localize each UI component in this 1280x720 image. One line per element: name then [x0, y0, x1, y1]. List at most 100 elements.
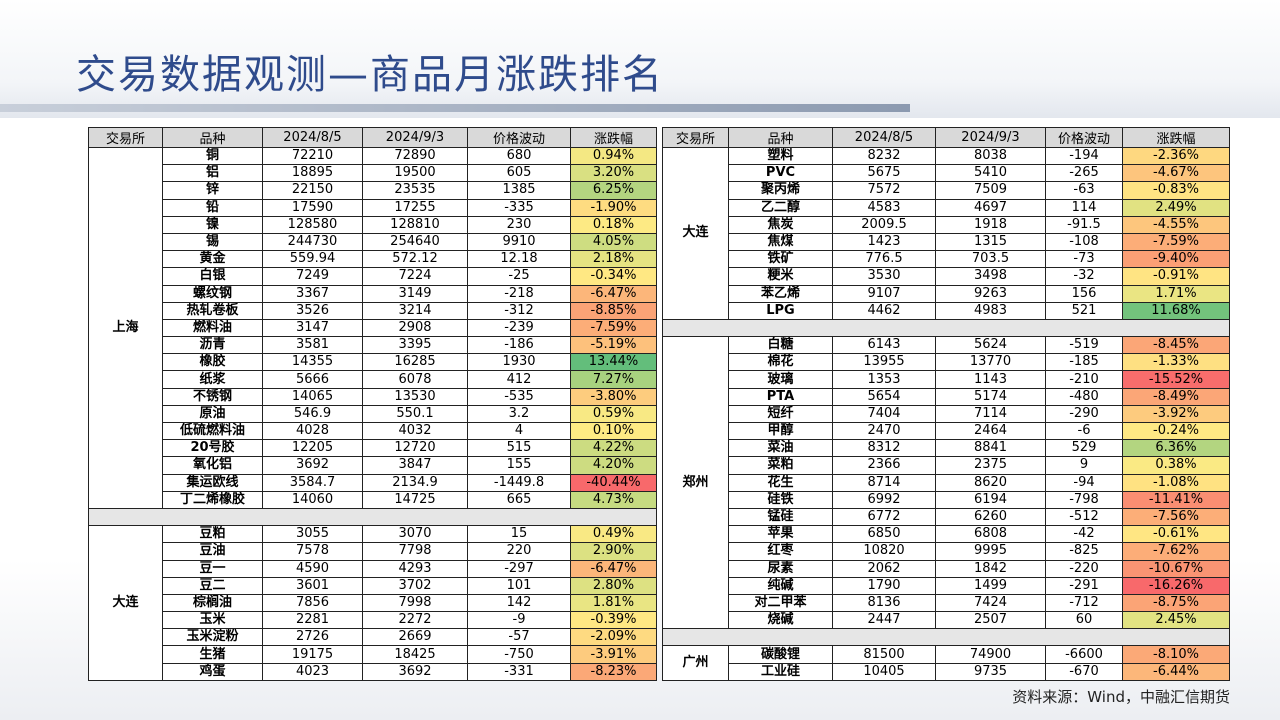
data-row: 甲醇 2470 2464 -6 -0.24% — [663, 421, 1230, 441]
price-end: 1842 — [935, 559, 1046, 578]
column-header: 涨跌幅 — [570, 127, 657, 148]
price-change: 529 — [1045, 439, 1123, 458]
commodity: 锌 — [162, 181, 263, 200]
price-end: 6078 — [362, 370, 468, 389]
price-change: 9910 — [467, 232, 571, 252]
data-row: 锰硅 6772 6260 -512 -7.56% — [663, 507, 1230, 527]
pct-change: 4.05% — [570, 232, 657, 252]
commodity: 沥青 — [162, 336, 263, 355]
exchange: 上海 — [88, 147, 163, 509]
commodity: 碳酸锂 — [728, 645, 833, 664]
pct-change: 2.49% — [1122, 198, 1230, 217]
commodity: 镍 — [162, 215, 263, 234]
commodity: 菜油 — [728, 439, 833, 458]
price-start: 3055 — [262, 525, 363, 544]
price-start: 2470 — [832, 421, 936, 441]
price-change: -63 — [1045, 181, 1123, 200]
pct-change: -40.44% — [570, 473, 657, 492]
data-row: 燃料油 3147 2908 -239 -7.59% — [89, 318, 657, 338]
pct-change: -0.39% — [570, 611, 657, 630]
price-start: 7578 — [262, 542, 363, 561]
commodity: 烧碱 — [728, 611, 833, 630]
commodity: 塑料 — [728, 146, 833, 166]
price-end: 1918 — [935, 215, 1046, 234]
price-change: -94 — [1045, 473, 1123, 492]
column-header: 涨跌幅 — [1122, 127, 1230, 148]
pct-change: -8.49% — [1122, 387, 1230, 406]
price-end: 7224 — [362, 267, 468, 286]
price-start: 6772 — [832, 507, 936, 527]
price-change: 114 — [1045, 198, 1123, 217]
price-change: 680 — [467, 146, 571, 166]
price-end: 9995 — [935, 542, 1046, 561]
pct-change: 0.38% — [1122, 456, 1230, 475]
price-end: 572.12 — [362, 250, 468, 269]
price-change: 220 — [467, 542, 571, 561]
commodity: 焦炭 — [728, 215, 833, 234]
header-bar — [0, 104, 910, 112]
commodity: 玉米 — [162, 611, 263, 630]
pct-change: 0.10% — [570, 421, 657, 441]
commodity: 菜粕 — [728, 456, 833, 475]
pct-change: -7.62% — [1122, 542, 1230, 561]
price-start: 19175 — [262, 645, 363, 664]
data-row: 铅 17590 17255 -335 -1.90% — [89, 198, 657, 217]
data-row: 对二甲苯 8136 7424 -712 -8.75% — [663, 593, 1230, 613]
price-end: 3498 — [935, 267, 1046, 286]
price-change: -6600 — [1045, 645, 1123, 664]
price-end: 19500 — [362, 164, 468, 183]
price-change: -218 — [467, 284, 571, 303]
pct-change: 0.94% — [570, 146, 657, 166]
price-start: 3692 — [262, 456, 363, 475]
price-end: 254640 — [362, 232, 468, 252]
commodity: 纯碱 — [728, 576, 833, 595]
price-end: 74900 — [935, 645, 1046, 664]
data-row: 大连 塑料 8232 8038 -194 -2.36% — [662, 146, 1230, 320]
data-row: 苹果 6850 6808 -42 -0.61% — [663, 525, 1230, 544]
data-row: 沥青 3581 3395 -186 -5.19% — [89, 336, 657, 355]
commodity: 丁二烯橡胶 — [162, 490, 263, 509]
price-end: 4293 — [362, 559, 468, 578]
price-end: 9735 — [935, 662, 1046, 681]
data-row: 铝 18895 19500 605 3.20% — [89, 164, 657, 183]
price-change: -331 — [467, 662, 571, 681]
commodity: 锰硅 — [728, 507, 833, 527]
pct-change: -1.08% — [1122, 473, 1230, 492]
price-start: 12205 — [262, 439, 363, 458]
commodity: 铁矿 — [728, 250, 833, 269]
price-start: 5654 — [832, 387, 936, 406]
price-end: 13530 — [362, 387, 468, 406]
price-start: 2726 — [262, 628, 363, 647]
commodity: 花生 — [728, 473, 833, 492]
data-row: 锌 22150 23535 1385 6.25% — [89, 181, 657, 200]
column-header: 交易所 — [662, 127, 729, 148]
price-change: -798 — [1045, 490, 1123, 509]
commodity: 白糖 — [728, 336, 833, 355]
data-row: 螺纹钢 3367 3149 -218 -6.47% — [89, 284, 657, 303]
price-start: 7404 — [832, 404, 936, 424]
price-end: 2464 — [935, 421, 1046, 441]
price-start: 4462 — [832, 301, 936, 320]
price-change: -220 — [1045, 559, 1123, 578]
price-change: -108 — [1045, 232, 1123, 252]
price-end: 3702 — [362, 576, 468, 595]
data-row: 郑州 白糖 6143 5624 -519 -8.45% — [662, 336, 1230, 630]
left-table: 交易所 品种 2024/8/5 2024/9/3 价格波动 涨跌幅 上海铜 72210 7289… — [88, 127, 657, 681]
pct-change: -11.41% — [1122, 490, 1230, 509]
price-end: 3847 — [362, 456, 468, 475]
pct-change: -7.59% — [1122, 232, 1230, 252]
commodity: 苯乙烯 — [728, 284, 833, 303]
data-row: 短纤 7404 7114 -290 -3.92% — [663, 404, 1230, 424]
price-start: 10820 — [832, 542, 936, 561]
header-row: 交易所 品种 2024/8/5 2024/9/3 价格波动 涨跌幅 — [662, 127, 1230, 148]
price-change: 15 — [467, 525, 571, 544]
pct-change: -15.52% — [1122, 370, 1230, 389]
data-row: LPG 4462 4983 521 11.68% — [663, 301, 1230, 320]
price-end: 14725 — [362, 490, 468, 509]
spacer — [662, 628, 1230, 647]
commodity: 热轧卷板 — [162, 301, 263, 320]
price-end: 128810 — [362, 215, 468, 234]
data-row: 低硫燃料油 4028 4032 4 0.10% — [89, 421, 657, 441]
price-change: -290 — [1045, 404, 1123, 424]
